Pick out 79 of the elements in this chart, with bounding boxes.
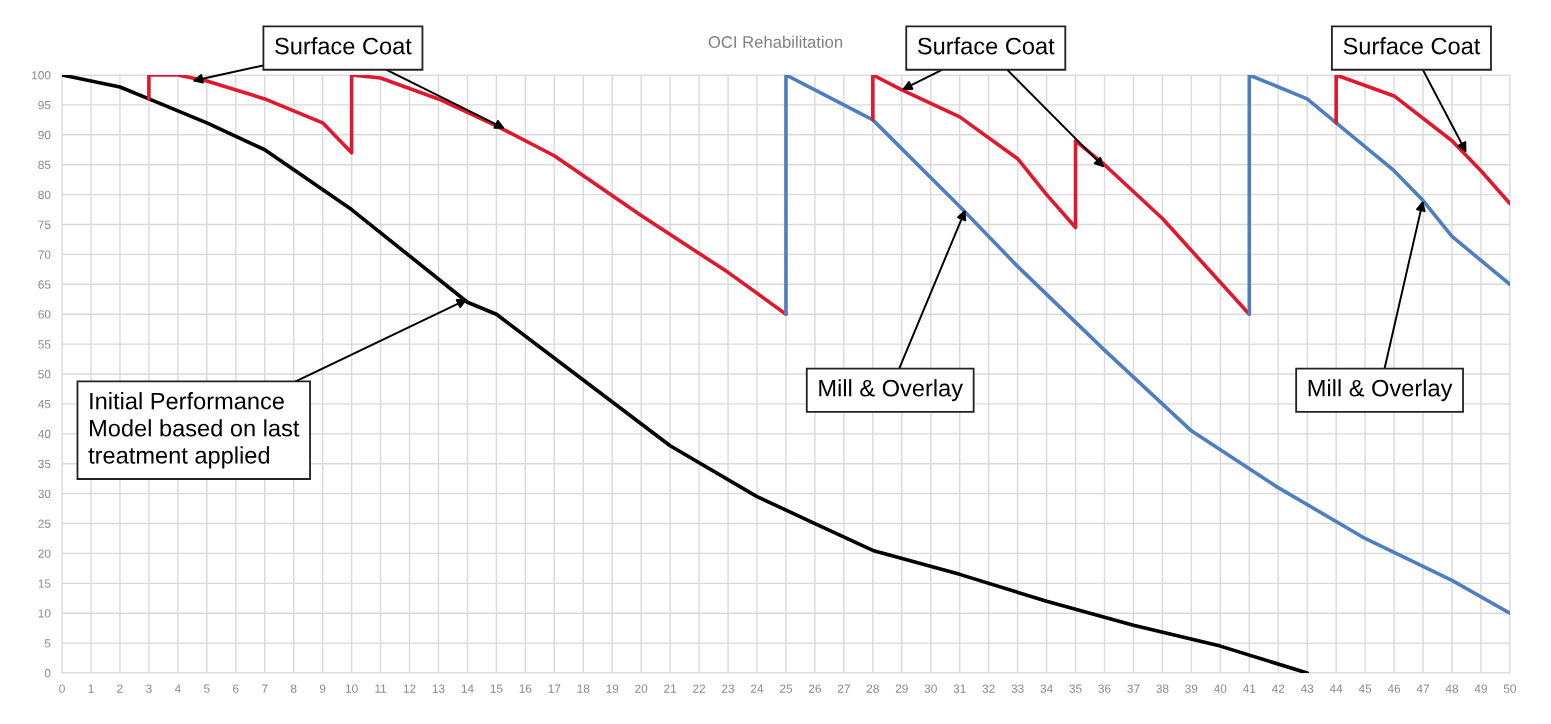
x-tick-label: 26 [808,684,821,693]
x-tick-label: 4 [174,684,181,693]
y-tick-label: 30 [38,489,51,499]
y-tick-label: 10 [38,609,51,618]
x-tick-label: 31 [953,684,966,693]
y-tick-label: 80 [38,190,51,200]
x-tick-label: 8 [290,684,297,693]
x-tick-label: 32 [982,684,995,693]
x-tick-label: 29 [895,684,908,693]
x-tick-label: 15 [490,684,503,693]
x-tick-label: 40 [1214,684,1227,693]
x-tick-label: 48 [1445,684,1459,693]
x-tick-label: 43 [1300,684,1314,693]
y-tick-label: 75 [38,220,51,229]
x-tick-label: 42 [1271,684,1285,693]
x-tick-label: 13 [432,684,445,693]
x-tick-label: 36 [1098,684,1111,693]
x-tick-label: 21 [664,684,677,693]
y-tick-label: 25 [38,519,51,528]
x-tick-label: 35 [1069,684,1082,693]
x-tick-label: 6 [233,684,239,693]
y-tick-label: 45 [38,400,51,409]
annotation: Mill & Overlay [1308,379,1453,402]
y-tick-label: 100 [32,71,51,80]
y-tick-label: 15 [38,579,51,588]
x-tick-label: 34 [1040,684,1053,693]
x-tick-label: 20 [635,684,648,693]
x-tick-label: 33 [1011,684,1024,693]
x-tick-label: 41 [1242,684,1256,693]
x-tick-label: 3 [146,684,152,693]
x-tick-label: 39 [1185,684,1198,693]
x-tick-label: 45 [1358,684,1372,693]
x-tick-label: 5 [204,684,210,693]
y-tick-label: 50 [38,370,51,379]
x-tick-label: 28 [866,684,879,693]
x-tick-label: 10 [345,684,358,693]
y-tick-label: 0 [44,669,51,678]
annotation: Mill & Overlay [819,379,963,402]
y-tick-label: 90 [38,130,51,140]
y-tick-label: 55 [38,340,51,349]
y-tick-label: 95 [38,100,51,110]
chart-title: OCI Rehabilitation [708,35,843,48]
x-tick-label: 23 [722,684,735,693]
y-tick-label: 65 [38,280,51,289]
x-tick-label: 27 [837,684,850,693]
annotation: Initial Performance Model based on last treatment applied [88,392,300,469]
x-tick-label: 0 [59,684,65,693]
y-tick-label: 20 [38,549,51,558]
x-tick-label: 25 [780,684,793,693]
y-tick-label: 5 [44,639,51,648]
x-tick-label: 16 [519,684,532,693]
x-tick-label: 49 [1474,684,1487,693]
x-tick-label: 44 [1329,684,1343,693]
x-tick-label: 18 [577,684,590,693]
annotation: Surface Coat [917,37,1055,55]
x-tick-label: 1 [88,684,94,693]
y-tick-label: 60 [38,310,51,319]
x-tick-label: 24 [751,684,764,693]
y-tick-label: 70 [38,250,51,259]
x-tick-label: 14 [461,684,474,693]
x-tick-label: 17 [548,684,561,693]
x-tick-label: 37 [1127,684,1140,693]
x-tick-label: 30 [924,684,937,693]
x-tick-label: 47 [1416,684,1429,693]
x-tick-label: 19 [606,684,619,693]
x-tick-label: 22 [693,684,706,693]
x-tick-label: 11 [375,684,387,693]
x-tick-label: 2 [117,684,123,693]
y-tick-label: 85 [38,160,51,170]
x-tick-label: 7 [262,684,268,693]
annotation: Surface Coat [1343,37,1481,55]
x-tick-label: 38 [1156,684,1169,693]
y-tick-label: 35 [38,459,51,469]
x-tick-label: 46 [1387,684,1401,693]
y-tick-label: 40 [38,429,51,439]
x-tick-label: 9 [319,684,326,693]
x-tick-label: 12 [403,684,416,693]
annotation: Surface Coat [275,37,412,55]
x-tick-label: 50 [1503,684,1516,693]
